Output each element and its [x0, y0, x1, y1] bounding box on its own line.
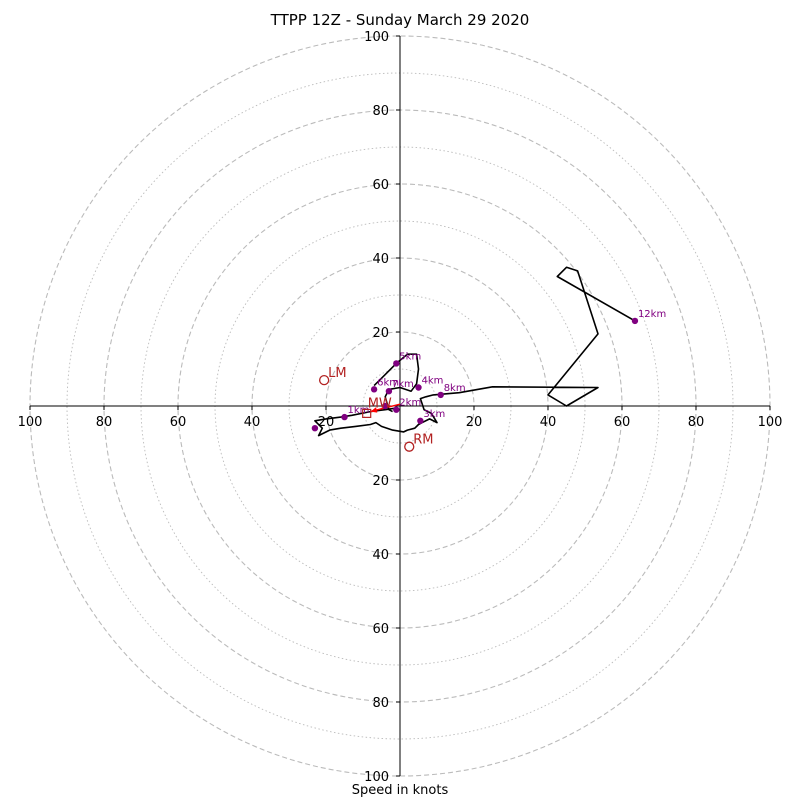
- trace-point: [382, 402, 389, 410]
- height-marker-point: [415, 384, 422, 391]
- x-tick-label: 20: [466, 415, 483, 430]
- x-tick-label: 100: [18, 415, 43, 430]
- storm-motion-label: RM: [413, 433, 433, 448]
- y-tick-label: 20: [372, 474, 389, 489]
- height-marker-label: 7km: [392, 379, 414, 390]
- y-tick-label: 40: [372, 548, 389, 563]
- chart-title: TTPP 12Z - Sunday March 29 2020: [270, 11, 530, 29]
- height-marker-label: 12km: [638, 309, 666, 320]
- x-tick-label: 80: [688, 415, 705, 430]
- height-marker-label: 8km: [444, 383, 466, 394]
- y-tick-label: 60: [372, 622, 389, 637]
- height-marker-point: [393, 360, 400, 367]
- y-tick-label: 80: [372, 104, 389, 119]
- height-marker-point: [437, 391, 444, 399]
- y-tick-label: 40: [372, 252, 389, 267]
- y-tick-label: 100: [364, 30, 389, 45]
- height-marker-point: [385, 388, 393, 395]
- storm-motion-circle: [318, 374, 330, 386]
- height-marker-label: 3km: [423, 409, 445, 420]
- x-tick-label: 20: [318, 415, 335, 430]
- axis-tick-labels: 100 100 80 80 60 60 40 40 20 20 20 20 40 40 60 60 80 80 10…: [18, 30, 783, 785]
- storm-motion-label: LM: [328, 366, 346, 381]
- storm-motion-markers: LM RM MW: [318, 366, 434, 452]
- y-tick-label: 100: [364, 770, 389, 785]
- x-tick-label: 100: [758, 415, 783, 430]
- height-marker-point: [370, 386, 378, 393]
- height-marker-label: 6km: [377, 377, 399, 388]
- axes: [30, 36, 770, 776]
- height-marker-point: [631, 317, 639, 325]
- x-tick-label: 40: [540, 415, 557, 430]
- height-marker-label: 4km: [422, 376, 444, 387]
- y-tick-label: 80: [372, 696, 389, 711]
- x-axis-label: Speed in knots: [351, 783, 449, 798]
- mean-wind-label: MW: [368, 396, 392, 411]
- hodograph-line: [314, 266, 636, 437]
- mean-wind-arrowhead: [370, 407, 378, 413]
- x-tick-label: 60: [614, 415, 631, 430]
- height-marker-point: [393, 406, 400, 413]
- height-marker-label: 2km: [399, 398, 421, 409]
- y-tick-label: 20: [372, 326, 389, 341]
- height-marker-label: 1km: [348, 405, 370, 416]
- height-marker-label: 5km: [399, 351, 421, 362]
- x-tick-label: 60: [170, 415, 187, 430]
- trace-point: [311, 425, 319, 432]
- y-tick-label: 60: [372, 178, 389, 193]
- storm-motion-circle: [404, 441, 415, 452]
- mean-wind-square: [362, 408, 372, 418]
- x-tick-label: 80: [96, 415, 113, 430]
- x-tick-label: 40: [244, 415, 261, 430]
- height-marker-point: [417, 417, 424, 424]
- height-marker-point: [341, 413, 348, 421]
